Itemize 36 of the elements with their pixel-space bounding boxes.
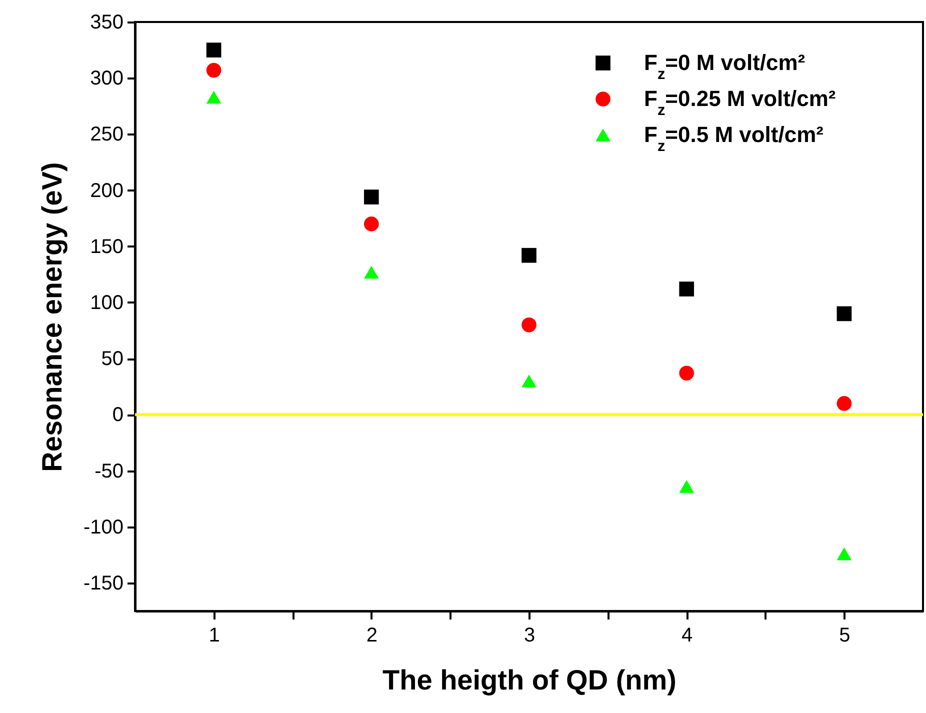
point	[522, 374, 536, 388]
y-tick-label: 300	[90, 68, 124, 90]
y-tick-label: 0	[112, 404, 124, 426]
point	[364, 216, 379, 232]
point	[679, 480, 694, 493]
legend-label: F$_{z}$=0 M volt/cm²	[644, 50, 806, 82]
point	[522, 318, 536, 332]
legend-label: F$_{z}$=0.5 M volt/cm²	[644, 122, 824, 154]
y-axis-title: Resonance energy (eV)	[36, 162, 68, 472]
point	[522, 248, 536, 263]
point	[836, 306, 852, 322]
y-tick-label: 150	[90, 236, 124, 258]
legend-label: F$_{z}$=0.25 M volt/cm²	[644, 86, 836, 118]
x-tick-label: 5	[839, 624, 850, 646]
x-axis-title: The heigth of QD (nm)	[382, 664, 676, 696]
x-tick-label: 1	[208, 624, 220, 646]
point	[364, 266, 379, 279]
point	[206, 90, 222, 104]
x-tick-label: 4	[682, 624, 693, 646]
y-tick-label: -100	[83, 516, 124, 538]
point	[836, 547, 852, 560]
point	[364, 190, 379, 204]
y-tick-label: -50	[94, 460, 124, 482]
y-tick-label: 50	[101, 348, 124, 370]
y-tick-label: 100	[90, 292, 124, 314]
point	[679, 366, 694, 381]
point	[836, 396, 852, 411]
x-tick-label: 2	[366, 624, 378, 646]
point	[206, 42, 222, 58]
y-tick-label: 250	[90, 124, 124, 146]
y-tick-label: 350	[90, 12, 124, 34]
y-tick-label: -150	[83, 572, 124, 594]
y-tick-label: 200	[90, 180, 124, 202]
x-tick-label: 3	[524, 624, 536, 646]
point	[679, 282, 694, 296]
point	[206, 62, 222, 78]
